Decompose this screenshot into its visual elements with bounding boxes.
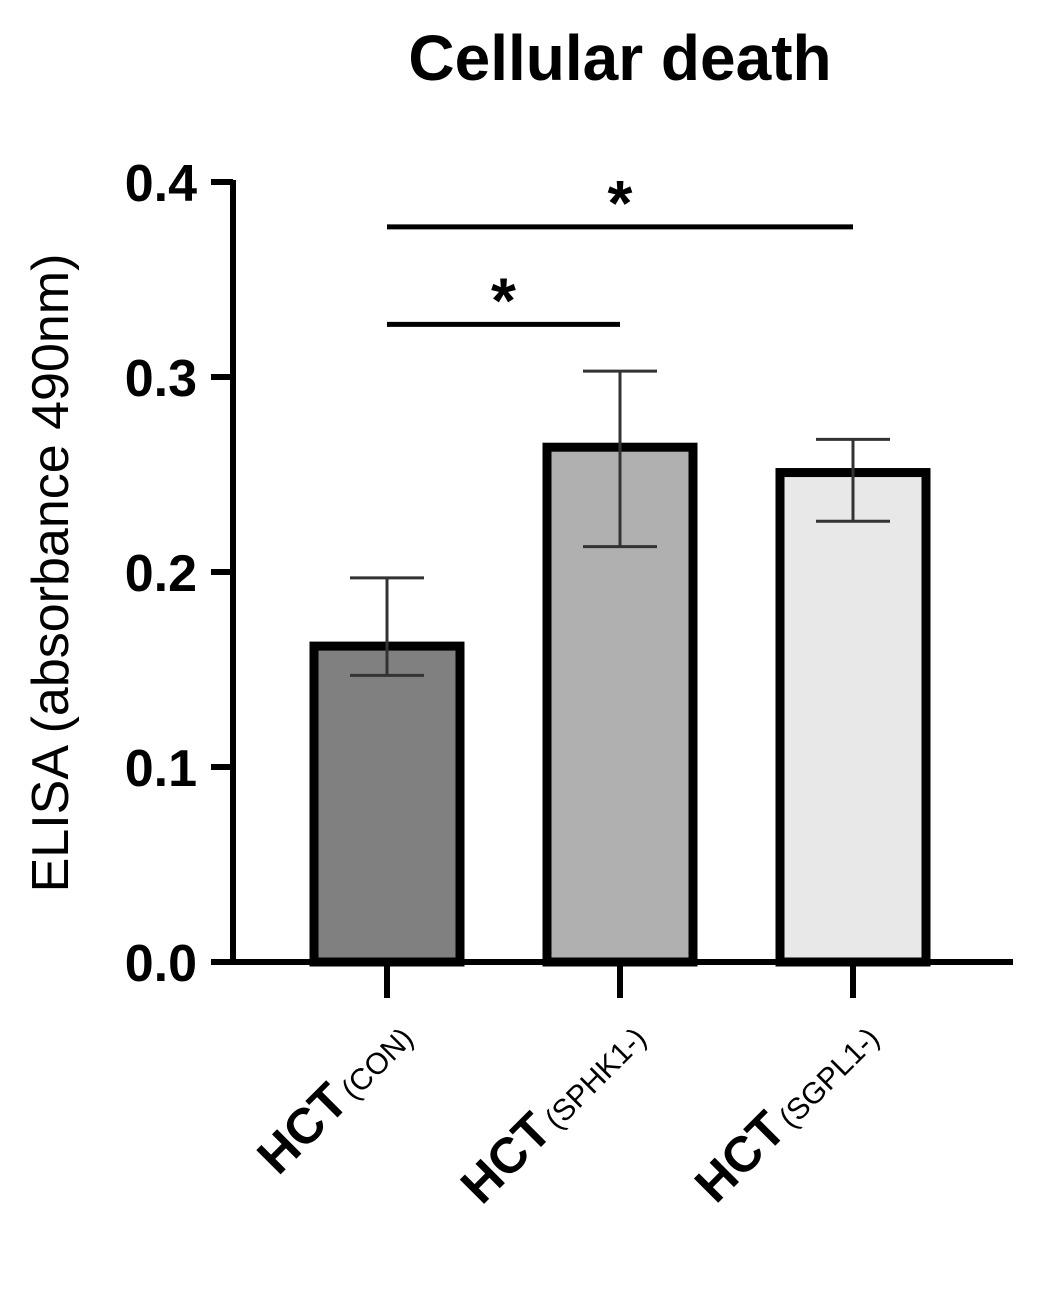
significance-star-0: * — [491, 264, 516, 336]
y-tick-label-2: 0.2 — [125, 545, 197, 603]
y-tick-label-3: 0.3 — [125, 350, 197, 408]
x-tick-label-sub-1: (SPHK1-) — [539, 1022, 653, 1136]
y-tick-label-4: 0.4 — [125, 155, 197, 213]
x-tick-label-sub-0: (CON) — [335, 1022, 420, 1107]
x-tick-label-sub-2: (SGPL1-) — [773, 1022, 886, 1135]
chart-title: Cellular death — [408, 22, 831, 94]
y-tick-label-1: 0.1 — [125, 740, 197, 798]
plot-area: 0.0 0.1 0.2 0.3 0.4 HCT(CON)HCT(SPHK1-)HCT(SG… — [125, 155, 1013, 1214]
x-tick-label-2: HCT(SGPL1-) — [684, 1008, 889, 1213]
significance-star-1: * — [608, 167, 633, 239]
x-tick-label-1: HCT(SPHK1-) — [450, 1008, 656, 1214]
y-tick-label-0: 0.0 — [125, 935, 197, 993]
x-tick-label-0: HCT(CON) — [246, 1008, 422, 1184]
bar-0 — [309, 641, 465, 967]
y-axis-label: ELISA (absorbance 490nm) — [22, 254, 80, 893]
bar-2 — [775, 468, 931, 967]
